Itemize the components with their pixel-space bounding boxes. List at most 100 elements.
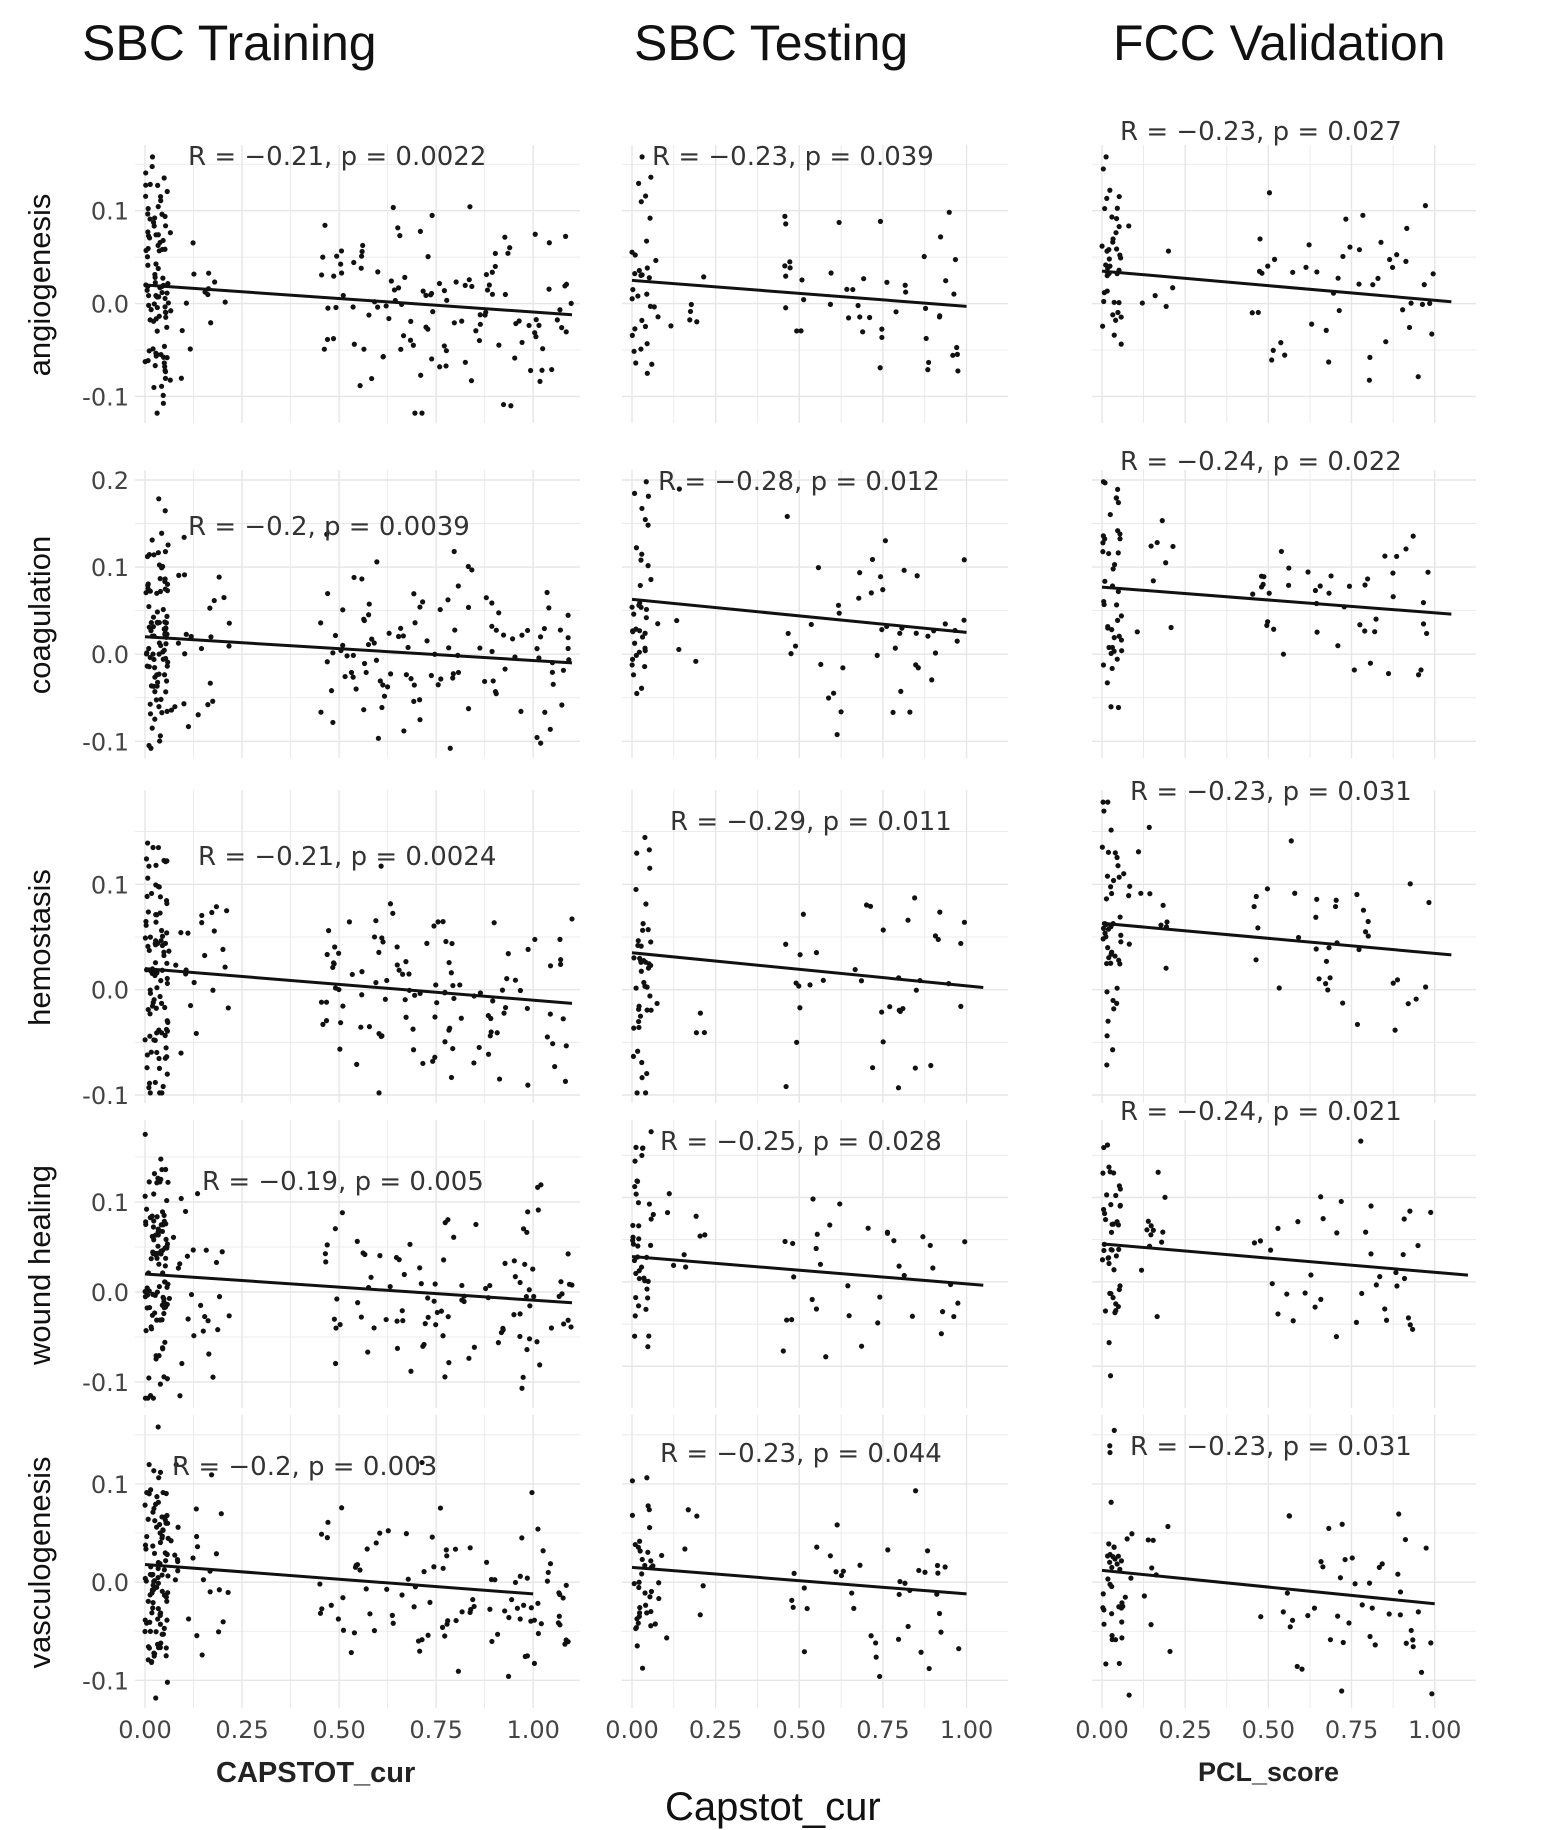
x-tick-label: 1.00 [1408, 1716, 1461, 1744]
data-point [1101, 1621, 1107, 1627]
data-point [1110, 997, 1116, 1004]
data-point [1367, 660, 1374, 666]
data-point [168, 1538, 174, 1544]
data-point [687, 317, 693, 323]
data-point [152, 1079, 158, 1086]
data-point [937, 909, 943, 915]
data-point [148, 1049, 154, 1055]
data-point [163, 309, 169, 316]
data-point [697, 1010, 704, 1016]
data-point [527, 1303, 533, 1309]
data-point [834, 731, 840, 738]
data-point [522, 1261, 528, 1267]
data-point [648, 576, 654, 583]
data-point [895, 1085, 902, 1091]
data-point [921, 253, 927, 260]
data-point [164, 1679, 171, 1685]
data-point [1270, 347, 1276, 353]
data-point [435, 919, 441, 925]
data-point [632, 326, 638, 332]
data-point [210, 1374, 216, 1380]
data-point [954, 638, 960, 644]
data-point [1382, 553, 1388, 559]
data-point [1116, 193, 1122, 200]
data-point [502, 1608, 508, 1614]
data-point [418, 372, 424, 378]
data-point [648, 1216, 654, 1222]
data-point [1338, 1198, 1344, 1205]
y-tick-label: 0.1 [91, 554, 129, 582]
data-point [700, 1583, 706, 1589]
data-point [155, 883, 161, 890]
data-point [1308, 1272, 1314, 1278]
data-point [958, 940, 964, 947]
data-point [537, 1362, 543, 1368]
data-point [935, 1570, 941, 1576]
data-point [175, 1524, 181, 1530]
regression-line [1101, 1242, 1469, 1277]
data-point [1425, 569, 1431, 575]
data-point [1108, 1290, 1114, 1297]
data-point [153, 1695, 159, 1701]
data-point [929, 677, 935, 683]
data-point [666, 1191, 672, 1197]
data-point [540, 346, 546, 352]
data-point [371, 1325, 377, 1331]
data-point [163, 1645, 169, 1651]
data-point [1110, 312, 1116, 318]
data-point [817, 1261, 824, 1267]
data-point [694, 1513, 700, 1519]
data-point [1413, 996, 1419, 1002]
data-point [1113, 1192, 1119, 1199]
data-point [1135, 849, 1142, 855]
data-point [647, 1242, 654, 1248]
data-point [1269, 1281, 1275, 1287]
data-point [1284, 1590, 1290, 1596]
data-point [450, 982, 456, 989]
data-point [1266, 190, 1273, 196]
data-point [502, 234, 508, 240]
data-point [833, 1569, 839, 1575]
data-point [410, 1026, 416, 1032]
data-point [420, 599, 426, 605]
data-point [471, 1603, 477, 1610]
data-point [643, 615, 649, 621]
data-point [820, 977, 826, 983]
data-point [153, 912, 159, 918]
data-point [442, 1633, 448, 1639]
data-point [368, 1274, 374, 1280]
data-point [952, 256, 959, 263]
data-point [1107, 1449, 1113, 1456]
data-point [205, 702, 211, 708]
data-point [420, 1060, 426, 1067]
data-point [524, 627, 531, 634]
data-point [525, 1209, 531, 1215]
data-point [1150, 578, 1156, 584]
data-point [153, 1629, 159, 1635]
data-point [376, 1031, 382, 1037]
column-title-training: SBC Training [82, 15, 377, 71]
data-point [211, 597, 217, 604]
data-point [937, 234, 944, 240]
data-point [373, 1540, 379, 1546]
data-point [1100, 1206, 1107, 1213]
data-point [157, 738, 163, 744]
data-point [178, 375, 184, 381]
data-point [808, 621, 814, 628]
data-point [410, 1047, 417, 1053]
data-point [164, 613, 170, 619]
data-point [146, 1288, 152, 1294]
data-point [163, 314, 169, 320]
data-point [1111, 299, 1117, 305]
regression-line [631, 1255, 984, 1287]
data-point [648, 1129, 654, 1135]
data-point [937, 313, 943, 319]
data-point [143, 182, 149, 188]
data-point [1352, 1581, 1358, 1587]
data-point [150, 1605, 156, 1611]
data-point [780, 1348, 786, 1354]
data-point [942, 621, 948, 627]
data-point [411, 1604, 417, 1610]
data-point [635, 180, 642, 186]
data-point [366, 312, 372, 318]
